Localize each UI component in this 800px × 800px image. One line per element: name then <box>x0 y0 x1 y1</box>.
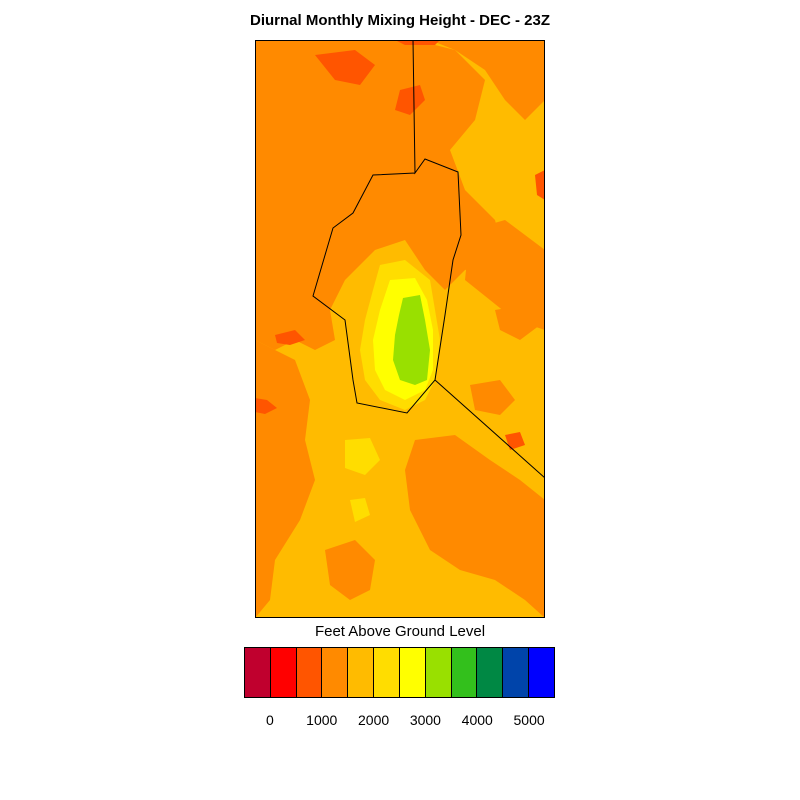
colorbar-swatch <box>399 648 426 697</box>
colorbar-swatch <box>529 648 554 697</box>
boundary-diagonal <box>434 379 545 479</box>
colorbar-swatch <box>245 648 271 697</box>
green-region <box>393 295 430 385</box>
orange-region-top-right <box>430 40 545 120</box>
colorbar-swatch <box>270 648 297 697</box>
colorbar-swatch <box>451 648 478 697</box>
colorbar-swatch <box>296 648 323 697</box>
colorbar-tick-label: 5000 <box>513 712 545 728</box>
yellow-orange-patch-2 <box>350 498 370 522</box>
mixing-height-map <box>255 40 545 618</box>
colorbar-tick-label: 4000 <box>461 712 493 728</box>
map-frame <box>255 40 545 618</box>
orange-region-right-small <box>470 380 515 415</box>
boundary-polygon <box>312 40 462 414</box>
map-title: Diurnal Monthly Mixing Height - DEC - 23… <box>250 12 550 29</box>
red-orange-spots <box>255 40 545 450</box>
yellow-orange-patch-1 <box>345 438 380 475</box>
orange-region-bottom-right <box>405 435 545 618</box>
colorbar <box>244 647 555 698</box>
colorbar-swatch <box>503 648 530 697</box>
orange-region-top-left <box>255 40 505 350</box>
colorbar-swatch <box>322 648 349 697</box>
colorbar-swatch <box>425 648 452 697</box>
colorbar-swatch <box>374 648 400 697</box>
colorbar-tick-label: 0 <box>266 712 274 728</box>
colorbar-swatch <box>348 648 375 697</box>
orange-regions <box>255 40 545 618</box>
colorbar-swatch <box>477 648 504 697</box>
colorbar-tick-label: 2000 <box>358 712 390 728</box>
orange-region-right-small-2 <box>495 305 540 340</box>
colorbar-tick-label: 3000 <box>409 712 441 728</box>
colorbar-tick-label: 1000 <box>306 712 338 728</box>
orange-region-bottom-center <box>325 540 375 600</box>
legend-title: Feet Above Ground Level <box>314 623 486 640</box>
boundary-lines <box>312 40 545 479</box>
orange-region-right-mid <box>465 220 545 330</box>
